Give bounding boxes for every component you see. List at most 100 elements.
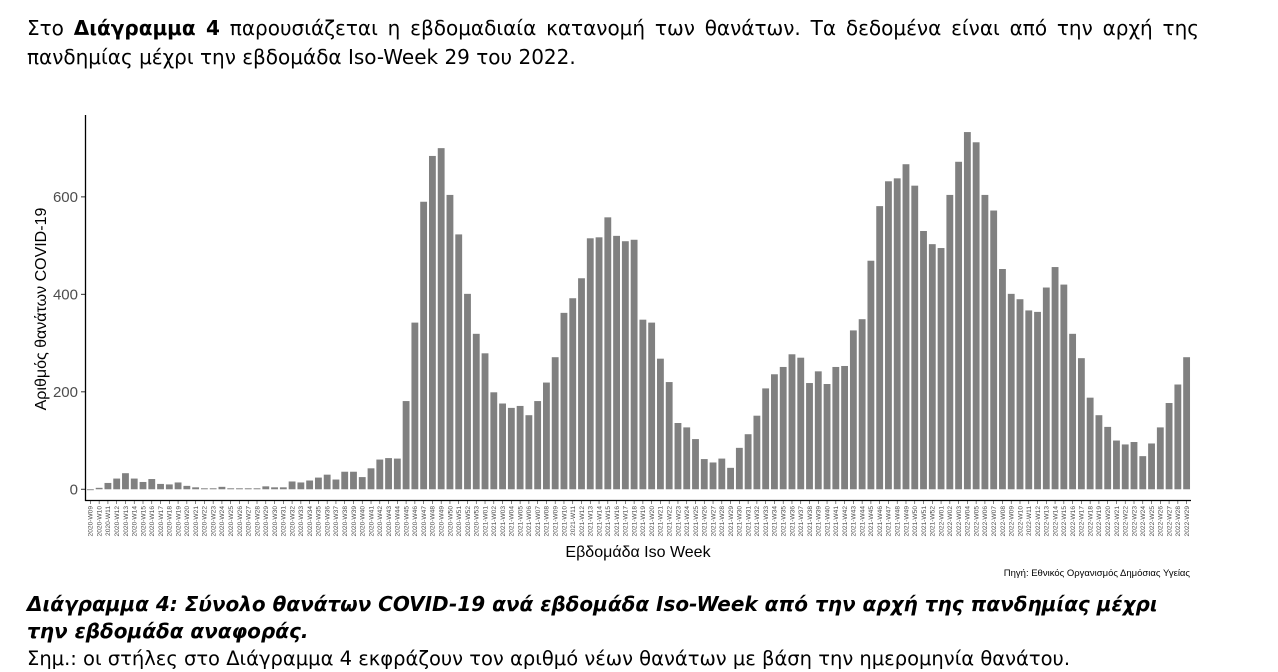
bar-2021-W41 [832, 366, 840, 490]
x-tick-label: 2021-W01 [482, 506, 489, 537]
x-tick-label: 2020-W37 [333, 506, 340, 537]
bar-2021-W05 [516, 405, 524, 490]
x-tick-label: 2020-W36 [324, 506, 331, 537]
bar-2021-W44 [858, 319, 866, 490]
x-tick-label: 2020-W23 [210, 506, 217, 537]
y-tick-label: 200 [53, 384, 78, 401]
y-tick-label: 400 [53, 286, 78, 303]
x-tick-label: 2020-W49 [438, 506, 445, 537]
x-tick-label: 2022-W22 [1123, 506, 1130, 537]
bar-2021-W49 [902, 164, 910, 490]
bar-2020-W23 [209, 488, 217, 490]
x-tick-label: 2022-W07 [991, 506, 998, 537]
x-tick-label: 2020-W24 [219, 506, 226, 537]
x-tick-label: 2021-W13 [588, 506, 595, 537]
x-tick-label: 2020-W52 [465, 506, 472, 537]
x-axis-title: Εβδομάδα Iso Week [565, 544, 711, 561]
bar-2020-W25 [227, 488, 235, 490]
x-tick-label: 2021-W46 [877, 506, 884, 537]
bar-2021-W46 [876, 206, 884, 490]
x-tick-label: 2021-W18 [631, 506, 638, 537]
x-tick-label: 2020-W25 [228, 506, 235, 537]
x-tick-label: 2020-W15 [140, 506, 147, 537]
bar-2020-W12 [113, 478, 121, 490]
x-tick-label: 2021-W22 [666, 506, 673, 537]
x-tick-label: 2021-W52 [930, 506, 937, 537]
x-tick-label: 2021-W05 [517, 506, 524, 537]
bar-2022-W10 [1016, 299, 1024, 490]
x-tick-label: 2020-W21 [193, 506, 200, 537]
x-tick-label: 2021-W11 [570, 506, 577, 536]
bar-2022-W06 [981, 194, 989, 490]
x-tick-label: 2021-W45 [868, 506, 875, 537]
intro-paragraph: Στο Διάγραμμα 4 παρουσιάζεται η εβδομαδι… [27, 14, 1199, 72]
bar-2022-W26 [1156, 427, 1164, 490]
x-tick-label: 2020-W51 [456, 506, 463, 537]
bar-2020-W40 [358, 477, 366, 490]
bar-2022-W05 [972, 142, 980, 490]
bar-2020-W20 [183, 485, 191, 490]
x-tick-label: 2022-W19 [1096, 506, 1103, 537]
y-tick-label: 0 [70, 481, 78, 498]
x-tick-label: 2021-W37 [798, 506, 805, 537]
bar-2020-W31 [279, 487, 287, 490]
x-tick-label: 2021-W06 [526, 506, 533, 537]
x-tick-label: 2020-W14 [132, 506, 139, 537]
bar-2021-W47 [885, 181, 892, 490]
x-tick-label: 2021-W19 [640, 506, 647, 537]
x-tick-label: 2021-W02 [491, 506, 498, 537]
x-tick-label: 2020-W22 [202, 506, 209, 537]
x-tick-label: 2020-W41 [368, 506, 375, 537]
bar-2020-W32 [288, 481, 296, 490]
bar-2020-W30 [271, 487, 278, 490]
bar-2022-W25 [1148, 443, 1155, 490]
x-tick-label: 2020-W32 [289, 506, 296, 537]
x-axis-ticks: 2020-W09 2020-W10 2020-W11 2020-W12 2020-W13… [88, 500, 1191, 536]
bar-2020-W15 [139, 481, 147, 490]
x-tick-label: 2020-W33 [298, 506, 305, 537]
x-tick-label: 2020-W40 [360, 506, 367, 537]
x-tick-label: 2020-W26 [237, 506, 244, 537]
bar-2022-W14 [1051, 267, 1059, 490]
x-tick-label: 2021-W08 [544, 506, 551, 537]
x-tick-label: 2021-W15 [605, 506, 612, 537]
bar-2021-W18 [630, 239, 638, 490]
bar-2021-W51 [920, 230, 927, 490]
bar-2021-W24 [683, 427, 691, 490]
x-tick-label: 2022-W29 [1184, 506, 1191, 537]
x-tick-label: 2020-W47 [421, 506, 428, 537]
bar-2021-W21 [657, 358, 664, 490]
x-tick-label: 2021-W03 [500, 506, 507, 537]
x-tick-label: 2021-W44 [859, 506, 866, 537]
x-tick-label: 2021-W12 [579, 506, 586, 537]
x-tick-label: 2020-W17 [158, 506, 165, 537]
bar-2021-W17 [621, 241, 629, 490]
bar-2020-W18 [165, 484, 173, 490]
x-tick-label: 2021-W26 [702, 506, 709, 537]
bar-2021-W31 [744, 434, 752, 490]
x-tick-label: 2022-W05 [973, 506, 980, 537]
bar-2020-W28 [253, 488, 261, 490]
x-tick-label: 2020-W28 [254, 506, 261, 537]
bar-2020-W43 [385, 458, 392, 490]
x-tick-label: 2020-W19 [175, 506, 182, 537]
bar-2021-W27 [709, 462, 717, 490]
x-tick-label: 2020-W35 [316, 506, 323, 537]
x-tick-label: 2022-W26 [1158, 506, 1165, 537]
y-axis-title: Αριθμός θανάτων COVID-19 [33, 208, 50, 411]
bar-2020-W51 [455, 234, 463, 490]
bar-2021-W35 [779, 366, 787, 490]
bar-2022-W16 [1069, 333, 1077, 490]
x-tick-label: 2021-W10 [561, 506, 568, 537]
bar-2021-W34 [771, 374, 778, 490]
x-tick-label: 2022-W08 [1000, 506, 1007, 537]
bar-2021-W32 [753, 415, 761, 490]
x-tick-label: 2021-W20 [649, 506, 656, 537]
x-tick-label: 2021-W17 [623, 506, 630, 537]
bar-2021-W52 [928, 244, 936, 490]
x-tick-label: 2020-W11 [105, 506, 112, 536]
bar-2022-W28 [1174, 384, 1182, 490]
bar-2022-W19 [1095, 415, 1103, 490]
x-tick-label: 2020-W10 [96, 506, 103, 537]
